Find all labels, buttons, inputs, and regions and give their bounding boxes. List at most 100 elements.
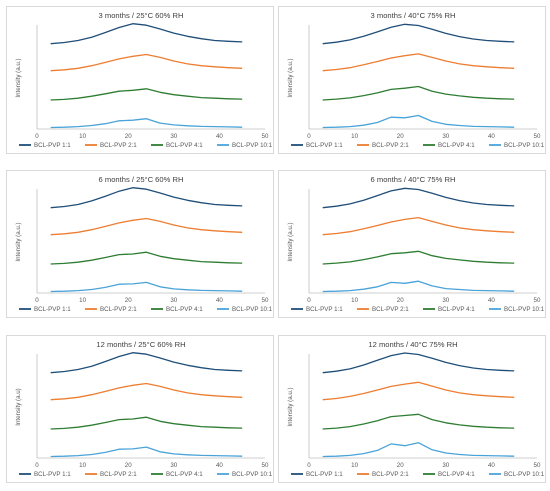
chart-title: 12 months / 25°C 60% RH — [96, 340, 185, 349]
series-line — [322, 187, 515, 209]
x-tick-label: 40 — [216, 133, 223, 140]
series-line — [50, 217, 243, 236]
x-tick-label: 40 — [216, 297, 223, 304]
series-line — [322, 413, 515, 430]
legend-entry: BCL-PVP 2:1 — [100, 471, 137, 478]
series-line — [50, 251, 243, 265]
chart-svg: 3 months / 25°C 60% RH Intensity (a.u.) 0 1… — [15, 11, 273, 149]
x-tick-label: 0 — [35, 297, 39, 304]
legend-entry: BCL-PVP 10:1 — [232, 306, 273, 313]
series-line — [322, 23, 515, 45]
x-tick-label: 50 — [262, 297, 269, 304]
series-line — [50, 446, 243, 458]
series-line — [50, 53, 243, 72]
series-line — [322, 114, 515, 129]
series-line — [50, 352, 243, 374]
chart-title: 6 months / 25°C 60% RH — [99, 175, 184, 184]
chart-title: 3 months / 25°C 60% RH — [99, 11, 184, 20]
x-tick-label: 30 — [170, 462, 177, 469]
x-tick-label: 10 — [79, 133, 86, 140]
x-tick-label: 20 — [125, 462, 132, 469]
chart-title: 6 months / 40°C 75% RH — [371, 175, 456, 184]
chart-svg: 6 months / 40°C 75% RH Intensity (a.u.) 0 1… — [287, 175, 545, 313]
x-tick-label: 30 — [442, 297, 449, 304]
series-line — [322, 381, 515, 401]
legend-entry: BCL-PVP 4:1 — [438, 306, 475, 313]
series-line — [322, 280, 515, 293]
x-tick-label: 10 — [351, 462, 358, 469]
chart-svg: 6 months / 25°C 60% RH Intensity (a.u.) 0 1… — [15, 175, 273, 313]
series-line — [50, 382, 243, 401]
x-tick-label: 40 — [488, 297, 495, 304]
x-tick-label: 20 — [397, 462, 404, 469]
x-tick-label: 50 — [534, 297, 541, 304]
x-tick-label: 0 — [307, 462, 311, 469]
series-line — [322, 352, 515, 374]
legend-entry: BCL-PVP 2:1 — [372, 142, 409, 149]
legend-entry: BCL-PVP 2:1 — [372, 306, 409, 313]
x-tick-label: 30 — [442, 133, 449, 140]
series-line — [50, 118, 243, 129]
series-line — [50, 23, 243, 45]
legend-entry: BCL-PVP 10:1 — [232, 471, 273, 478]
x-tick-label: 10 — [79, 462, 86, 469]
x-tick-label: 0 — [307, 297, 311, 304]
chart-panel-12m-40c: 12 months / 40°C 75% RH Intensity (a.u.) 0… — [278, 335, 546, 483]
y-axis-label: Intensity (a.u.) — [287, 58, 294, 97]
legend-entry: BCL-PVP 1:1 — [34, 471, 71, 478]
x-tick-label: 30 — [170, 133, 177, 140]
y-axis-label: Intensity (a.u.) — [15, 58, 22, 97]
chart-svg: 12 months / 40°C 75% RH Intensity (a.u.) 0… — [287, 340, 545, 478]
x-tick-label: 20 — [125, 133, 132, 140]
legend-entry: BCL-PVP 4:1 — [166, 306, 203, 313]
chart-title: 12 months / 40°C 75% RH — [368, 340, 457, 349]
x-tick-label: 30 — [442, 462, 449, 469]
x-tick-label: 20 — [125, 297, 132, 304]
series-line — [50, 88, 243, 101]
series-line — [322, 53, 515, 72]
legend-entry: BCL-PVP 4:1 — [438, 142, 475, 149]
legend-entry: BCL-PVP 10:1 — [232, 142, 273, 149]
x-tick-label: 0 — [35, 462, 39, 469]
x-tick-label: 40 — [488, 462, 495, 469]
x-tick-label: 10 — [351, 133, 358, 140]
chart-panel-12m-25c: 12 months / 25°C 60% RH Intensity (a.u) 0 1… — [6, 335, 274, 483]
series-line — [50, 281, 243, 293]
x-tick-label: 50 — [262, 133, 269, 140]
y-axis-label: Intensity (a.u.) — [15, 222, 22, 261]
legend-entry: BCL-PVP 4:1 — [166, 142, 203, 149]
x-tick-label: 0 — [35, 133, 39, 140]
chart-svg: 3 months / 40°C 75% RH Intensity (a.u.) 0 1… — [287, 11, 545, 149]
chart-svg: 12 months / 25°C 60% RH Intensity (a.u) 0 1… — [15, 340, 273, 478]
x-tick-label: 20 — [397, 297, 404, 304]
x-tick-label: 10 — [79, 297, 86, 304]
chart-panel-6m-40c: 6 months / 40°C 75% RH Intensity (a.u.) 0 1… — [278, 170, 546, 318]
chart-panel-6m-25c: 6 months / 25°C 60% RH Intensity (a.u.) 0 1… — [6, 170, 274, 318]
x-tick-label: 10 — [351, 297, 358, 304]
x-tick-label: 30 — [170, 297, 177, 304]
series-line — [322, 85, 515, 101]
legend-entry: BCL-PVP 4:1 — [166, 471, 203, 478]
x-tick-label: 40 — [488, 133, 495, 140]
legend-entry: BCL-PVP 4:1 — [438, 471, 475, 478]
x-tick-label: 20 — [397, 133, 404, 140]
legend-entry: BCL-PVP 1:1 — [34, 306, 71, 313]
legend-entry: BCL-PVP 2:1 — [100, 306, 137, 313]
series-line — [322, 216, 515, 236]
legend-entry: BCL-PVP 1:1 — [34, 142, 71, 149]
legend-entry: BCL-PVP 2:1 — [372, 471, 409, 478]
y-axis-label: Intensity (a.u.) — [287, 222, 294, 261]
x-tick-label: 0 — [307, 133, 311, 140]
legend-entry: BCL-PVP 1:1 — [306, 471, 343, 478]
chart-title: 3 months / 40°C 75% RH — [371, 11, 456, 20]
y-axis-label: Intensity (a.u) — [15, 388, 22, 426]
legend-entry: BCL-PVP 10:1 — [504, 306, 545, 313]
x-tick-label: 50 — [534, 133, 541, 140]
y-axis-label: Intensity (a.u.) — [287, 387, 294, 426]
series-line — [50, 416, 243, 430]
legend-entry: BCL-PVP 2:1 — [100, 142, 137, 149]
series-line — [322, 250, 515, 265]
legend-entry: BCL-PVP 1:1 — [306, 142, 343, 149]
legend-entry: BCL-PVP 10:1 — [504, 142, 545, 149]
chart-panel-3m-25c: 3 months / 25°C 60% RH Intensity (a.u.) 0 1… — [6, 6, 274, 154]
